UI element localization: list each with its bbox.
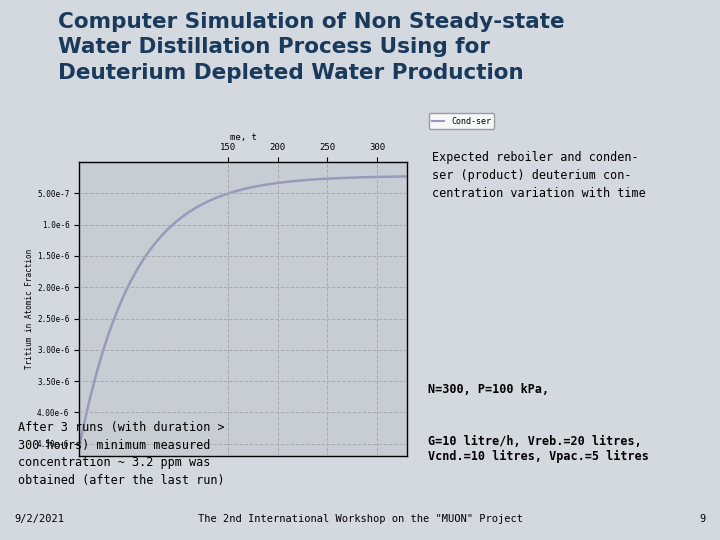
- Text: G=10 litre/h, Vreb.=20 litres,
Vcnd.=10 litres, Vpac.=5 litres: G=10 litre/h, Vreb.=20 litres, Vcnd.=10 …: [428, 435, 649, 463]
- Text: The 2nd International Workshop on the "MUON" Project: The 2nd International Workshop on the "M…: [197, 514, 523, 524]
- Text: Expected reboiler and conden-
ser (product) deuterium con-
centration variation : Expected reboiler and conden- ser (produ…: [432, 151, 646, 200]
- Text: N=300, P=100 kPa,: N=300, P=100 kPa,: [428, 383, 549, 396]
- Text: 9: 9: [699, 514, 706, 524]
- Legend: Cond-ser: Cond-ser: [428, 113, 495, 129]
- Text: After 3 runs (with duration >
300 hours) minimum measured
concentration ~ 3.2 pp: After 3 runs (with duration > 300 hours)…: [18, 421, 225, 487]
- X-axis label: me, t: me, t: [230, 133, 256, 143]
- Y-axis label: Tritium in Atomic Fraction: Tritium in Atomic Fraction: [25, 249, 35, 369]
- Text: 9/2/2021: 9/2/2021: [14, 514, 64, 524]
- Text: Computer Simulation of Non Steady-state
Water Distillation Process Using for
Deu: Computer Simulation of Non Steady-state …: [58, 12, 564, 83]
